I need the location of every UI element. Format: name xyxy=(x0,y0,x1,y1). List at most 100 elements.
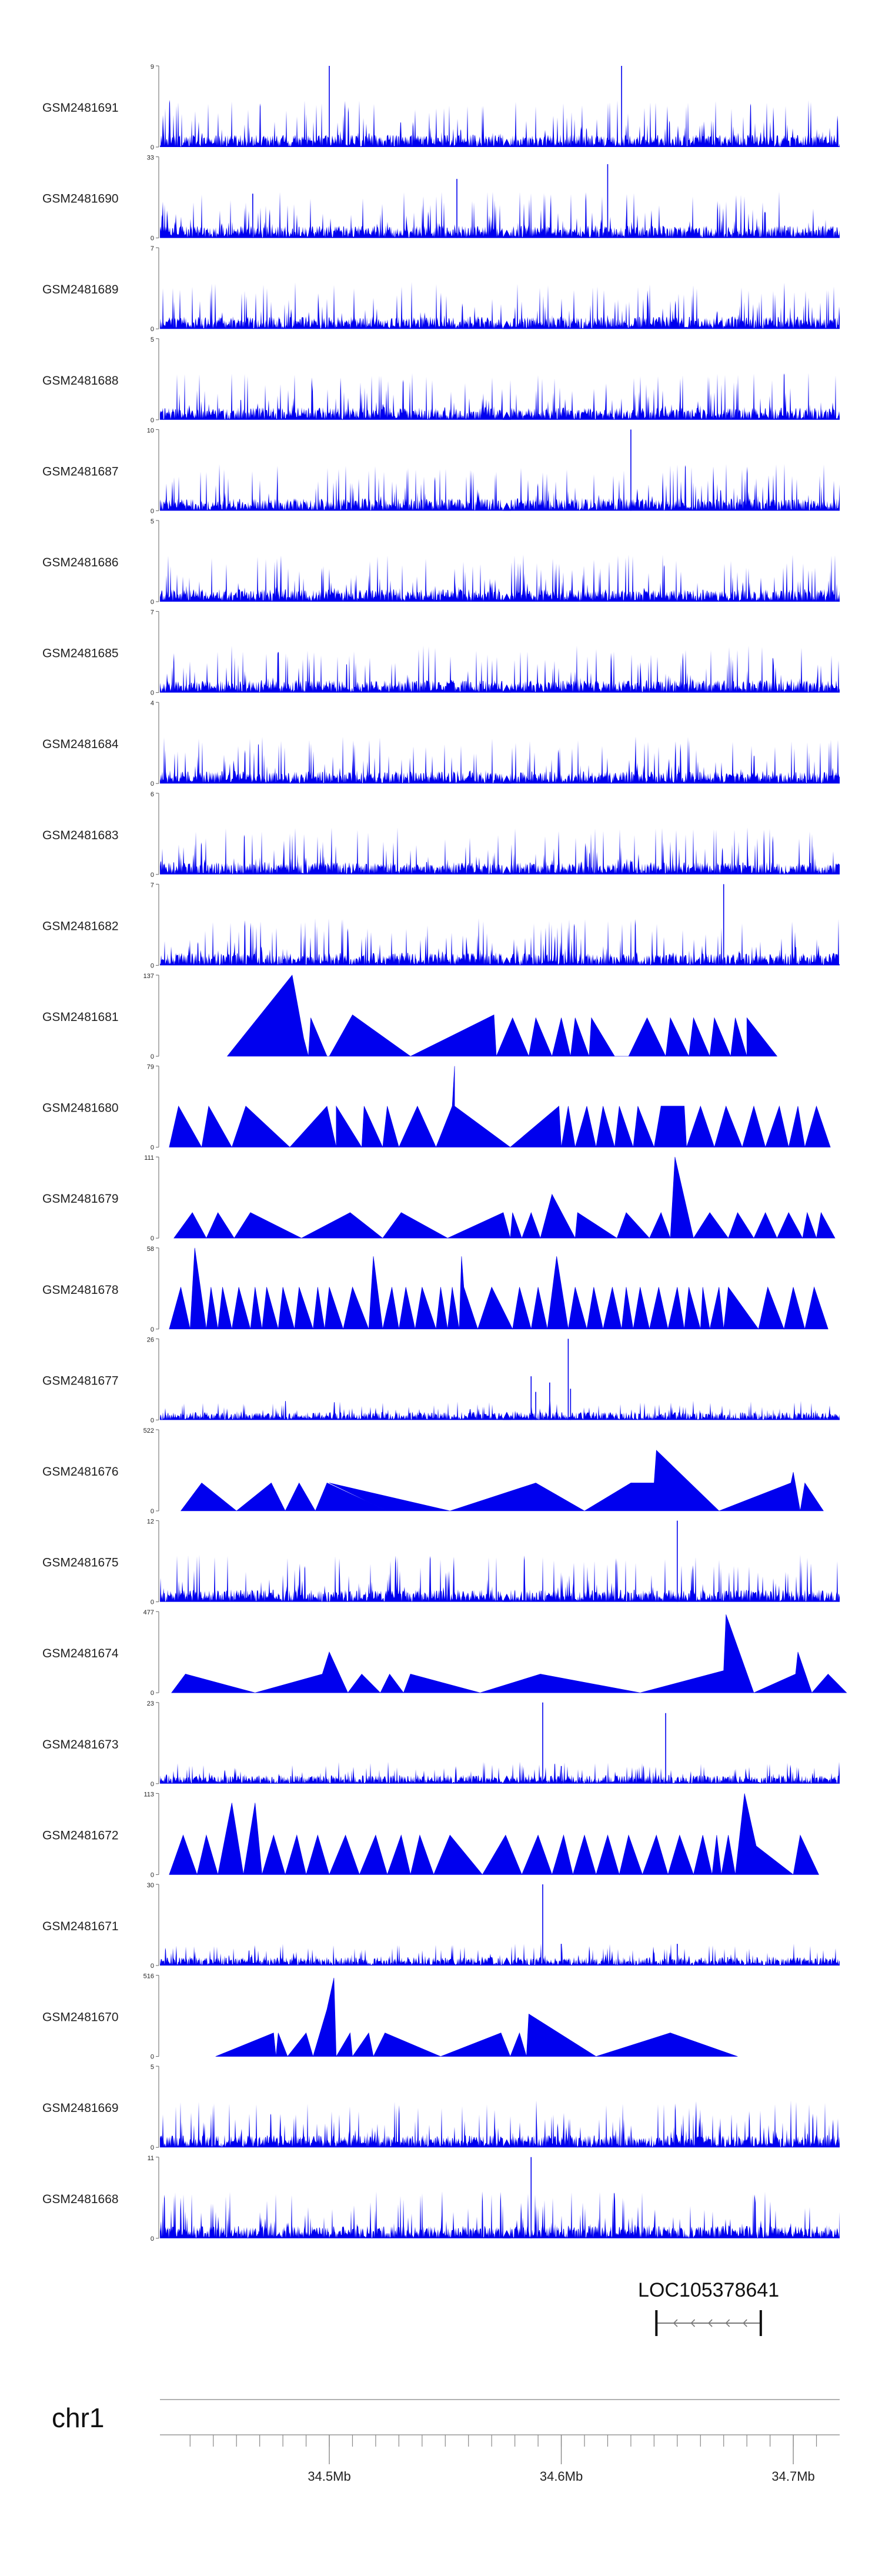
y-axis-min-label: 0 xyxy=(151,1053,154,1060)
track-GSM2481678: GSM2481678 58 0 xyxy=(42,1246,828,1333)
y-axis-max-label: 9 xyxy=(151,64,154,71)
y-axis-min-label: 0 xyxy=(151,1963,154,1970)
y-axis-max-label: 5 xyxy=(151,518,154,525)
track-label: GSM2481671 xyxy=(42,1920,119,1933)
signal-notch xyxy=(502,411,511,420)
signal-notch xyxy=(502,139,511,147)
y-axis-max-label: 5 xyxy=(151,2064,154,2071)
track-GSM2481670: GSM2481670 516 0 xyxy=(42,1973,738,2061)
y-axis-min-label: 0 xyxy=(151,1235,154,1242)
track-label: GSM2481680 xyxy=(42,1102,119,1115)
signal-notch xyxy=(502,1412,511,1420)
track-label: GSM2481682 xyxy=(42,919,119,933)
signal-area xyxy=(160,1400,840,1420)
track-GSM2481675: GSM2481675 12 0 xyxy=(42,1519,840,1606)
signal-notch xyxy=(502,2230,511,2238)
track-GSM2481676: GSM2481676 522 0 xyxy=(42,1427,824,1515)
y-axis-max-label: 10 xyxy=(147,427,154,434)
y-axis-min-label: 0 xyxy=(151,1508,154,1515)
gene-label: LOC105378641 xyxy=(638,2279,779,2301)
track-GSM2481681: GSM2481681 137 0 xyxy=(42,973,778,1060)
track-GSM2481680: GSM2481680 79 0 xyxy=(42,1064,831,1152)
track-GSM2481684: GSM2481684 4 0 xyxy=(42,700,840,788)
y-axis-max-label: 5 xyxy=(151,336,154,343)
signal-notch xyxy=(502,957,511,966)
y-axis-max-label: 58 xyxy=(147,1246,154,1253)
signal-area xyxy=(226,975,778,1057)
axis-tick-label: 34.7Mb xyxy=(771,2469,814,2484)
track-label: GSM2481687 xyxy=(42,465,119,478)
track-GSM2481691: GSM2481691 9 0 xyxy=(42,64,840,151)
signal-notch xyxy=(502,775,511,784)
track-label: GSM2481668 xyxy=(42,2193,119,2206)
track-GSM2481682: GSM2481682 7 0 xyxy=(42,882,840,969)
strand-arrow xyxy=(690,2319,696,2327)
track-label: GSM2481686 xyxy=(42,556,119,569)
y-axis-min-label: 0 xyxy=(151,417,154,424)
signal-notch xyxy=(502,684,511,693)
y-axis-max-label: 111 xyxy=(144,1154,154,1162)
signal-area xyxy=(160,736,840,784)
signal-area xyxy=(160,282,840,329)
y-axis-max-label: 26 xyxy=(147,1336,154,1343)
signal-notch xyxy=(502,1775,511,1784)
signal-area xyxy=(160,2191,840,2238)
y-axis-max-label: 79 xyxy=(147,1064,154,1071)
track-GSM2481686: GSM2481686 5 0 xyxy=(42,518,840,606)
track-GSM2481685: GSM2481685 7 0 xyxy=(42,609,840,697)
signal-area xyxy=(169,1793,819,1876)
signal-area xyxy=(160,918,840,966)
track-label: GSM2481674 xyxy=(42,1647,119,1660)
track-label: GSM2481688 xyxy=(42,374,119,388)
signal-area xyxy=(160,1761,840,1784)
track-GSM2481672: GSM2481672 113 0 xyxy=(42,1791,819,1878)
track-label: GSM2481691 xyxy=(42,101,119,115)
strand-arrow xyxy=(725,2319,730,2327)
signal-notch xyxy=(502,866,511,875)
y-axis-min-label: 0 xyxy=(151,326,154,333)
y-axis-min-label: 0 xyxy=(151,962,154,969)
y-axis-max-label: 477 xyxy=(143,1609,154,1616)
y-axis-min-label: 0 xyxy=(151,1690,154,1697)
track-label: GSM2481675 xyxy=(42,1556,119,1570)
y-axis-min-label: 0 xyxy=(151,872,154,879)
track-GSM2481677: GSM2481677 26 0 xyxy=(42,1336,840,1424)
y-axis-min-label: 0 xyxy=(151,2054,154,2061)
y-axis-min-label: 0 xyxy=(151,1781,154,1788)
signal-area xyxy=(160,1943,840,1966)
track-GSM2481674: GSM2481674 477 0 xyxy=(42,1609,847,1697)
track-GSM2481669: GSM2481669 5 0 xyxy=(42,2064,840,2151)
track-GSM2481671: GSM2481671 30 0 xyxy=(42,1882,840,1970)
y-axis-max-label: 113 xyxy=(143,1791,154,1798)
signal-area xyxy=(160,372,840,420)
track-GSM2481683: GSM2481683 6 0 xyxy=(42,791,840,879)
gene-track: LOC105378641 xyxy=(638,2279,779,2336)
y-axis-max-label: 137 xyxy=(143,973,154,980)
y-axis-max-label: 6 xyxy=(151,791,154,798)
signal-area xyxy=(180,1450,824,1511)
track-label: GSM2481677 xyxy=(42,1374,119,1387)
track-label: GSM2481678 xyxy=(42,1283,119,1297)
signal-area xyxy=(160,463,840,511)
signal-area xyxy=(169,1066,831,1148)
strand-arrow xyxy=(707,2319,713,2327)
y-axis-max-label: 33 xyxy=(147,155,154,162)
track-label: GSM2481681 xyxy=(42,1010,119,1024)
y-axis-min-label: 0 xyxy=(151,1417,154,1424)
track-label: GSM2481683 xyxy=(42,829,119,842)
signal-area xyxy=(173,1157,836,1239)
track-label: GSM2481679 xyxy=(42,1192,119,1206)
signal-area xyxy=(160,2100,840,2148)
y-axis-min-label: 0 xyxy=(151,1871,154,1878)
track-label: GSM2481672 xyxy=(42,1828,119,1842)
signal-area xyxy=(160,99,840,147)
strand-arrow xyxy=(743,2319,747,2327)
y-axis-min-label: 0 xyxy=(151,1599,154,1606)
signal-area xyxy=(171,1614,847,1693)
track-label: GSM2481669 xyxy=(42,2101,119,2115)
track-GSM2481668: GSM2481668 11 0 xyxy=(42,2155,840,2243)
y-axis-max-label: 516 xyxy=(143,1973,154,1980)
y-axis-min-label: 0 xyxy=(151,2144,154,2151)
signal-area xyxy=(215,1977,738,2057)
